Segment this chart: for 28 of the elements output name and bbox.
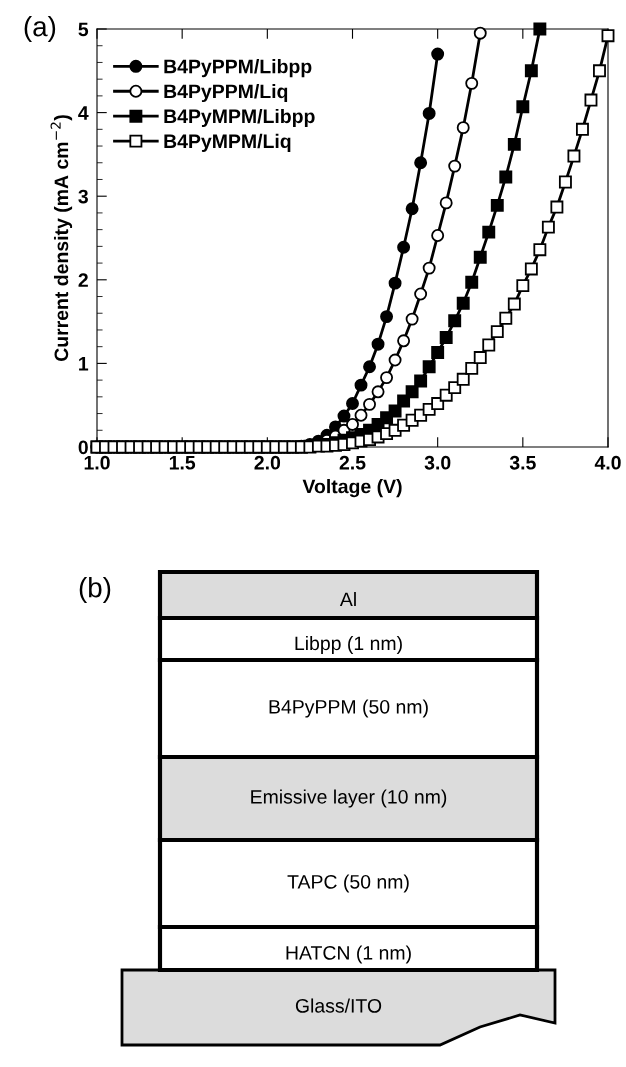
y-tick-label: 4 bbox=[78, 106, 89, 120]
category-label: Glass/ITO bbox=[295, 998, 382, 1013]
legend-label: B4PyPPM/Liq bbox=[164, 83, 288, 103]
category-label: TAPC (50 nm) bbox=[287, 874, 409, 893]
x-tick-label: 1.5 bbox=[169, 456, 196, 470]
legend-label: B4PyPPM/Libpp bbox=[164, 59, 312, 78]
category-label: B4PyPPM (50 nm) bbox=[269, 699, 428, 718]
x-tick-label: 3.5 bbox=[509, 455, 536, 470]
category-label: Al bbox=[339, 591, 356, 607]
chart-title: (a) bbox=[24, 16, 56, 42]
x-tick-label: 1.0 bbox=[84, 455, 110, 470]
x-tick-label: 4.0 bbox=[594, 455, 621, 470]
y-tick-label: 2 bbox=[78, 273, 88, 287]
text: (b) bbox=[79, 577, 111, 603]
y-tick-label: 3 bbox=[78, 189, 88, 204]
y-tick-label: 5 bbox=[78, 22, 89, 37]
x-axis-title: Voltage (V) bbox=[302, 479, 402, 498]
y-tick-label: 1 bbox=[79, 357, 89, 371]
x-tick-label: 2.0 bbox=[254, 455, 281, 470]
category-label: Libpp (1 nm) bbox=[295, 635, 402, 655]
x-tick-label: 3.0 bbox=[424, 455, 451, 470]
x-tick-label: 2.5 bbox=[339, 455, 366, 470]
y-tick-label: 0 bbox=[78, 440, 88, 455]
legend-label: B4PyMPM/Libpp bbox=[164, 108, 315, 128]
y-axis-title: Current density (mA cm$^{−2}$) bbox=[50, 115, 73, 362]
category-label: Emissive layer (10 nm) bbox=[251, 789, 447, 808]
legend-label: B4PyMPM/Liq bbox=[164, 133, 291, 152]
category-label: HATCN (1 nm) bbox=[286, 945, 411, 964]
